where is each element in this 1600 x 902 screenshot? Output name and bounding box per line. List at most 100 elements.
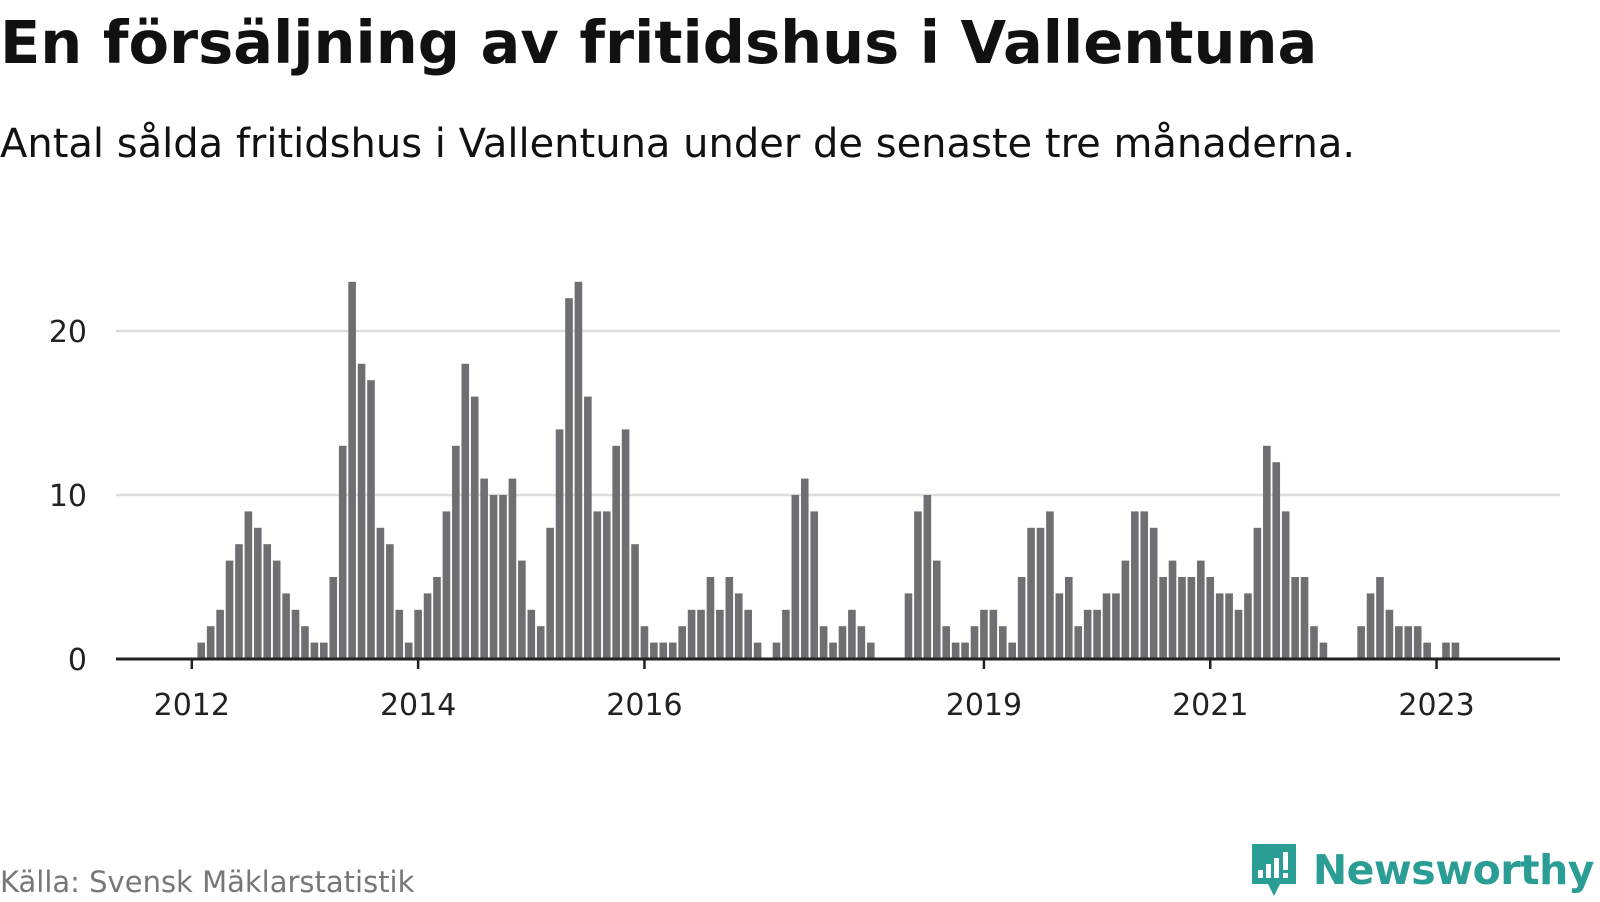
bar: [574, 281, 583, 659]
grid-lines: [116, 329, 1560, 497]
bar: [1008, 642, 1017, 659]
bar: [593, 511, 602, 659]
x-tick-label: 2012: [154, 688, 230, 723]
bar-series: [197, 281, 1460, 659]
bar: [291, 609, 300, 659]
bar: [659, 642, 668, 659]
bar: [404, 642, 413, 659]
chart-subtitle: Antal sålda fritidshus i Vallentuna unde…: [0, 121, 1356, 167]
bar: [1017, 577, 1026, 659]
bar: [932, 560, 941, 659]
bar: [621, 429, 630, 659]
x-tick-label: 2021: [1172, 688, 1248, 723]
data-labels: 1: [1474, 0, 1494, 8]
bar: [1178, 577, 1186, 659]
bar: [1140, 511, 1149, 659]
bar: [989, 609, 998, 659]
bar: [1197, 560, 1205, 659]
bar: [546, 527, 554, 659]
x-tick-label: 2014: [380, 688, 456, 723]
bar: [367, 380, 375, 659]
bar: [1423, 642, 1431, 659]
bar: [1395, 626, 1403, 659]
bar: [1272, 462, 1281, 659]
highlight-data-label: 1: [1474, 0, 1494, 8]
bar: [970, 626, 979, 659]
bar: [668, 642, 677, 659]
bar: [263, 544, 272, 659]
bar: [1112, 593, 1120, 659]
bar: [1385, 609, 1394, 659]
bar: [1263, 445, 1271, 659]
bar: [857, 626, 866, 659]
bar: [555, 429, 564, 659]
bar: [1093, 609, 1101, 659]
bar: [1300, 577, 1309, 659]
bar: [414, 609, 422, 659]
bar: [866, 642, 875, 659]
bar: [386, 544, 394, 659]
bar: [235, 544, 243, 659]
bar: [244, 511, 253, 659]
bar: [225, 560, 234, 659]
bar: [602, 511, 611, 659]
bar: [1234, 609, 1243, 659]
bar: [1244, 593, 1252, 659]
bar: [848, 609, 856, 659]
bar: [254, 527, 262, 659]
bar: [744, 609, 752, 659]
bar: [518, 560, 526, 659]
bar: [1413, 626, 1422, 659]
bar: [433, 577, 441, 659]
bar: [734, 593, 743, 659]
bar: [640, 626, 649, 659]
bar: [423, 593, 432, 659]
bar: [1319, 642, 1328, 659]
bar: [1187, 577, 1196, 659]
bar: [1366, 593, 1375, 659]
bar: [584, 396, 592, 659]
bar: [282, 593, 290, 659]
x-tick-label: 2016: [606, 688, 682, 723]
bar: [508, 478, 517, 659]
bar: [1404, 626, 1413, 659]
bar: [612, 445, 620, 659]
bar: [1451, 642, 1460, 659]
bar: [1036, 527, 1045, 659]
bar: [1206, 577, 1215, 659]
bar: [452, 445, 460, 659]
bar: [1027, 527, 1035, 659]
bar: [942, 626, 951, 659]
bar: [320, 642, 328, 659]
bar: [791, 495, 800, 659]
bar: [716, 609, 724, 659]
bar: [338, 445, 347, 659]
bar: [310, 642, 319, 659]
bar: [1291, 577, 1299, 659]
y-tick-label: 10: [49, 479, 87, 514]
bar: [1281, 511, 1290, 659]
bar: [1046, 511, 1054, 659]
bar: [810, 511, 818, 659]
bar: [829, 642, 837, 659]
bar: [565, 298, 573, 659]
bar: [980, 609, 988, 659]
bar: [819, 626, 828, 659]
bar: [1102, 593, 1111, 659]
bar: [923, 495, 932, 659]
bar: [687, 609, 696, 659]
bar: [1168, 560, 1177, 659]
chart-title: En försäljning av fritidshus i Vallentun…: [0, 8, 1318, 77]
bar: [631, 544, 639, 659]
bar: [527, 609, 536, 659]
bar: [206, 626, 215, 659]
bar: [489, 495, 498, 659]
bar: [1083, 609, 1092, 659]
bar-chart: 2012 2014 2016 2019 2021 2023 0 10 20 1: [49, 0, 1560, 723]
bar: [442, 511, 451, 659]
bar: [1215, 593, 1224, 659]
bar: [1310, 626, 1318, 659]
brand-logo: Newsworthy: [1249, 840, 1595, 900]
x-tick-label: 2019: [946, 688, 1022, 723]
bar: [961, 642, 969, 659]
